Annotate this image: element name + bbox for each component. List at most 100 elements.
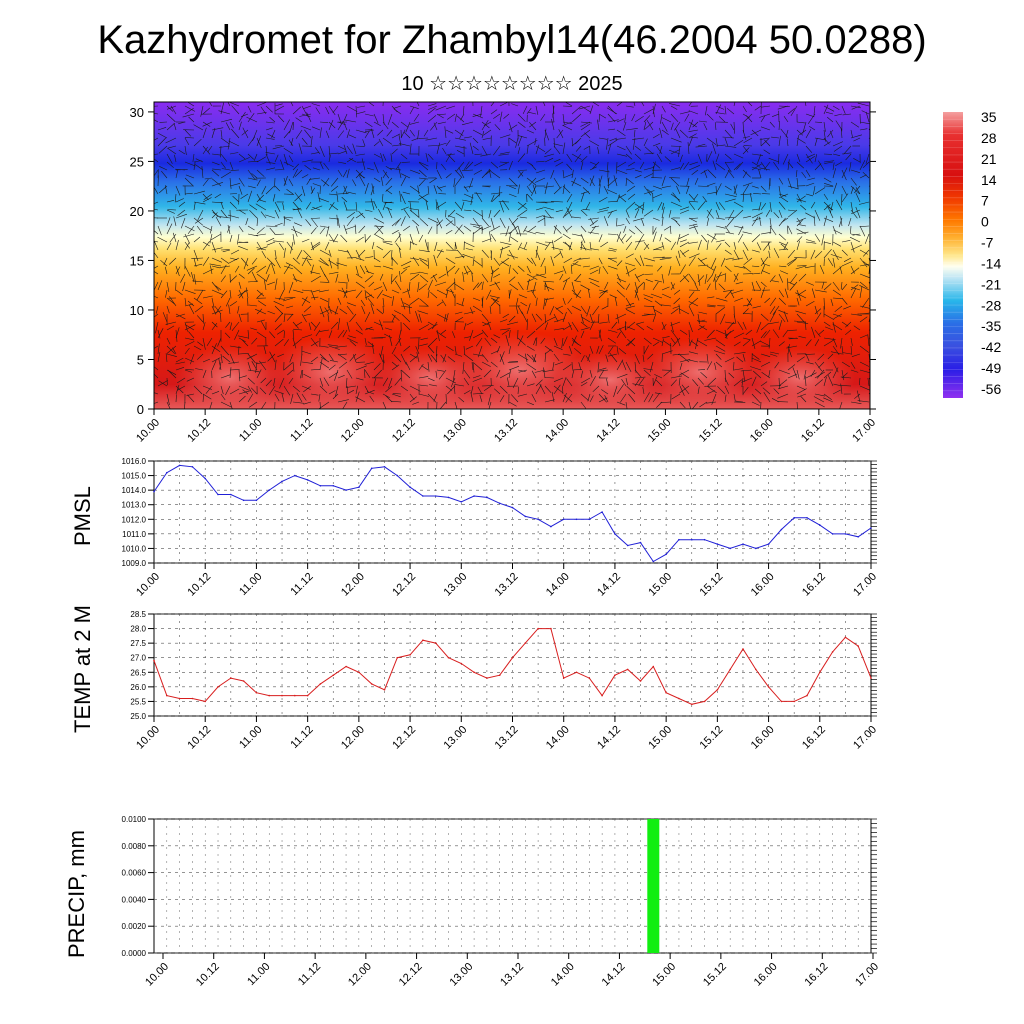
data-point: [550, 627, 552, 630]
wind-vector: [598, 393, 607, 403]
wind-vector: [274, 154, 279, 163]
wind-vector: [247, 353, 256, 364]
wind-vector: [531, 185, 537, 197]
wind-vector: [616, 224, 625, 227]
wind-vector: [544, 322, 549, 331]
wind-vector: [743, 257, 753, 266]
wind-vector: [405, 361, 411, 371]
wind-vector: [154, 313, 159, 318]
wind-vector: [859, 377, 861, 386]
wind-vector: [634, 273, 640, 283]
colorbar-label: -35: [981, 318, 1001, 334]
wind-vector: [325, 130, 330, 139]
wind-vector: [718, 116, 726, 123]
wind-vector: [562, 169, 565, 178]
wind-vector: [369, 395, 375, 403]
wind-vector: [454, 224, 463, 235]
wind-vector: [463, 336, 471, 339]
wind-vector: [241, 339, 249, 347]
wind-vector: [611, 321, 618, 329]
wind-vector: [465, 345, 474, 350]
wind-vector: [282, 202, 285, 211]
wind-vector: [364, 182, 369, 195]
wind-vector: [229, 345, 242, 349]
wind-vector: [214, 305, 222, 315]
x-tick-label: 15.00: [646, 724, 674, 752]
wind-vector: [301, 369, 304, 379]
wind-vector: [274, 257, 281, 269]
data-point: [166, 471, 168, 474]
wind-vector: [231, 105, 240, 115]
wind-vector: [598, 329, 602, 339]
y-tick-label: 0: [137, 402, 144, 417]
wind-vector: [501, 329, 510, 335]
wind-vector: [463, 225, 472, 232]
temp-ylabel: TEMP at 2 M: [70, 605, 95, 733]
data-point: [383, 689, 386, 691]
wind-vector: [544, 285, 555, 291]
wind-vector: [553, 236, 563, 243]
wind-vector: [526, 401, 535, 406]
wind-vector: [598, 290, 607, 299]
wind-vector: [526, 318, 528, 331]
wind-vector: [470, 223, 483, 227]
wind-vector: [575, 145, 582, 152]
wind-vector: [310, 321, 317, 328]
wind-vector: [859, 305, 870, 309]
wind-vector: [688, 253, 700, 259]
wind-vector: [674, 121, 681, 131]
colorbar-label: -14: [981, 255, 1001, 271]
x-tick-label: 15.12: [698, 571, 726, 599]
wind-vector: [312, 183, 321, 187]
wind-vector: [161, 170, 168, 179]
wind-vector: [859, 257, 868, 268]
wind-vector: [652, 142, 661, 147]
wind-vector: [814, 361, 823, 372]
wind-vector: [622, 121, 627, 131]
wind-vector: [175, 213, 187, 219]
wind-vector: [760, 115, 766, 123]
wind-vector: [833, 313, 843, 319]
wind-vector: [184, 369, 193, 373]
wind-vector: [634, 203, 645, 211]
wind-vector: [733, 332, 745, 339]
x-tick-label: 15.00: [650, 961, 678, 989]
wind-vector: [580, 321, 588, 328]
wind-vector: [482, 137, 492, 140]
wind-vector: [742, 136, 750, 139]
wind-vector: [616, 194, 620, 203]
wind-vector: [355, 273, 363, 279]
wind-vector: [310, 205, 323, 211]
wind-vector: [436, 301, 444, 307]
wind-vector: [865, 153, 870, 164]
wind-vector: [566, 163, 573, 171]
wind-vector: [409, 353, 418, 359]
wind-vector: [328, 105, 336, 116]
wind-vector: [234, 265, 240, 273]
wind-vector: [319, 309, 330, 315]
wind-vector: [425, 199, 429, 211]
wind-vector: [295, 321, 303, 327]
wind-vector: [718, 202, 726, 211]
wind-vector: [418, 194, 429, 203]
wind-vector: [627, 193, 636, 200]
wind-vector: [373, 378, 376, 387]
wind-vector: [814, 233, 821, 242]
wind-vector: [410, 273, 420, 281]
wind-vector: [184, 105, 196, 112]
wind-vector: [301, 313, 307, 323]
wind-vector: [745, 329, 753, 335]
wind-vector: [735, 400, 744, 403]
wind-vector: [625, 401, 628, 409]
wind-vector: [600, 241, 609, 248]
wind-vector: [274, 145, 283, 147]
wind-vector: [724, 105, 727, 115]
x-tick-label: 17.00: [850, 417, 878, 445]
wind-vector: [463, 311, 476, 315]
wind-vector: [229, 121, 234, 129]
wind-vector: [409, 201, 412, 212]
wind-vector: [563, 257, 573, 263]
wind-vector: [220, 264, 227, 275]
wind-vector: [260, 211, 267, 219]
wind-vector: [796, 236, 803, 243]
